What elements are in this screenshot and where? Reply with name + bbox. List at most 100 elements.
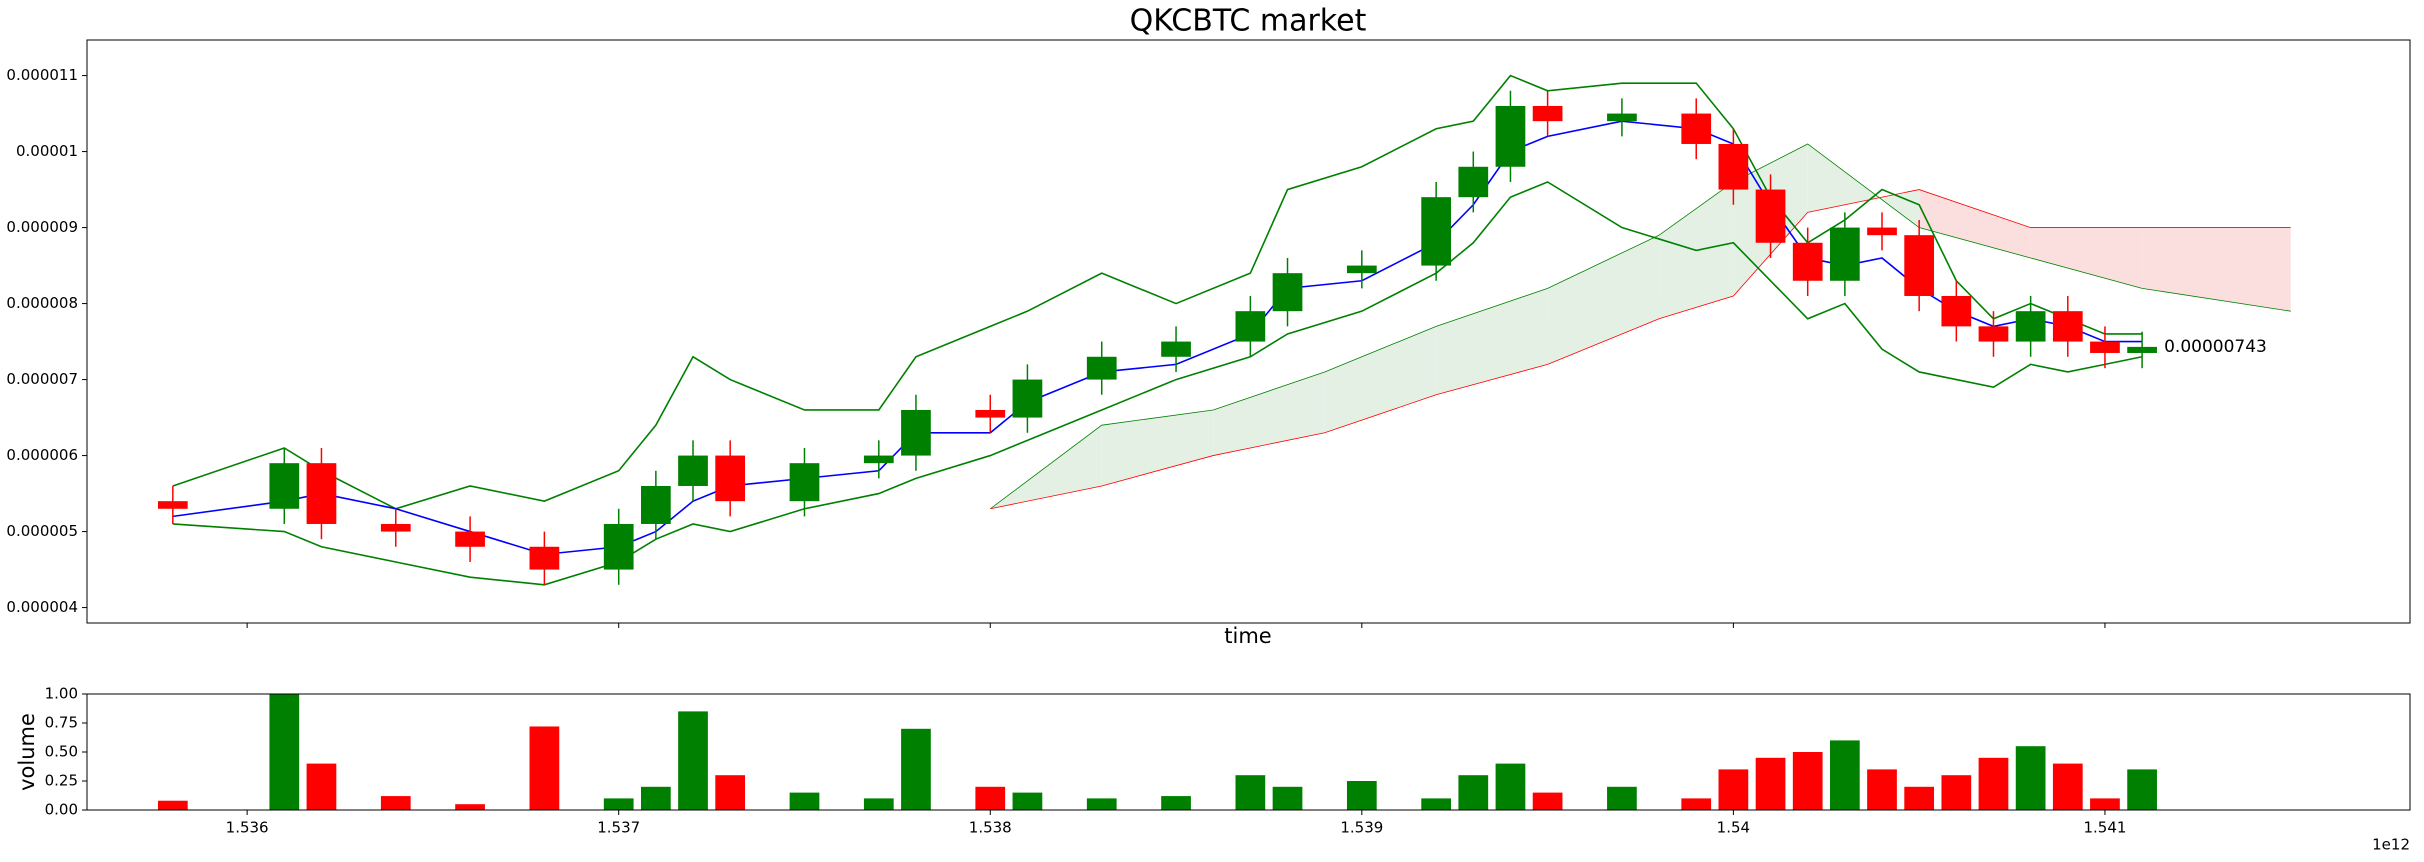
candle-body bbox=[975, 409, 1006, 418]
candle-body bbox=[1532, 105, 1563, 122]
volume-bar bbox=[1681, 798, 1712, 810]
volume-bar bbox=[1235, 775, 1266, 810]
x-tick-label: 1.539 bbox=[1340, 819, 1383, 837]
volume-bar bbox=[1755, 757, 1786, 810]
volume-bar bbox=[901, 728, 931, 810]
volume-y-tick-label: 1.00 bbox=[45, 685, 78, 703]
candle-body bbox=[529, 546, 560, 570]
cloud-segment bbox=[1324, 326, 1437, 433]
volume-bar bbox=[2127, 769, 2157, 810]
candle-body bbox=[1978, 326, 2009, 342]
volume-bar bbox=[640, 786, 671, 810]
candle-body bbox=[901, 409, 931, 456]
x-tick-label: 1.541 bbox=[2083, 819, 2126, 837]
cloud-span-b bbox=[990, 189, 2291, 510]
x-offset-label: 1e12 bbox=[2372, 836, 2410, 854]
volume-bar bbox=[1458, 775, 1489, 810]
candle-body bbox=[863, 455, 894, 464]
candle-body bbox=[1867, 227, 1897, 236]
candle-body bbox=[1904, 235, 1935, 296]
volume-bar bbox=[1012, 792, 1043, 810]
volume-bar bbox=[1346, 781, 1377, 810]
candle-body bbox=[157, 501, 188, 509]
volume-bar bbox=[1978, 757, 2009, 810]
volume-y-tick-label: 0.50 bbox=[45, 743, 78, 761]
candle-body bbox=[1272, 273, 1303, 312]
volume-y-tick-label: 0.00 bbox=[45, 801, 78, 819]
candle-body bbox=[1421, 197, 1452, 266]
volume-bar bbox=[715, 775, 746, 810]
y-tick-label: 0.000009 bbox=[6, 218, 78, 236]
candle-body bbox=[1012, 379, 1043, 418]
candle-body bbox=[306, 463, 337, 524]
x-tick-label: 1.536 bbox=[226, 819, 269, 837]
y-tick-label: 0.000011 bbox=[6, 66, 78, 84]
price-axes-frame bbox=[86, 39, 2411, 624]
cloud-segment bbox=[1547, 235, 1660, 365]
volume-bar bbox=[1867, 769, 1897, 810]
volume-bar bbox=[1829, 740, 1860, 810]
candle-body bbox=[1346, 265, 1377, 274]
candle-body bbox=[1941, 295, 1972, 327]
candle-body bbox=[2052, 311, 2083, 342]
volume-bar bbox=[2052, 763, 2083, 810]
y-tick-label: 0.000005 bbox=[6, 522, 78, 540]
candle-body bbox=[1458, 166, 1489, 198]
y-tick-label: 0.000006 bbox=[6, 446, 78, 464]
x-tick-label: 1.54 bbox=[1717, 819, 1750, 837]
volume-bar bbox=[789, 792, 820, 810]
candle-body bbox=[640, 485, 671, 524]
x-tick-label: 1.538 bbox=[969, 819, 1012, 837]
volume-bar bbox=[2015, 746, 2046, 810]
volume-bar bbox=[529, 726, 560, 810]
volume-axis-label: volume bbox=[15, 713, 39, 791]
volume-bar bbox=[603, 798, 634, 810]
candle-body bbox=[603, 523, 634, 570]
cloud-segment bbox=[2030, 227, 2143, 289]
volume-bar bbox=[1161, 796, 1191, 810]
candle-body bbox=[715, 455, 746, 502]
candle-body bbox=[1681, 113, 1712, 144]
last-price-label: 0.00000743 bbox=[2164, 337, 2267, 357]
candle-body bbox=[1718, 143, 1749, 190]
volume-bar bbox=[1421, 798, 1452, 810]
candle-body bbox=[2127, 346, 2157, 353]
candle-body bbox=[269, 463, 300, 509]
y-tick-label: 0.00001 bbox=[16, 142, 78, 160]
volume-bar bbox=[863, 798, 894, 810]
volume-bar bbox=[1532, 792, 1563, 810]
volume-bar bbox=[1941, 775, 1972, 810]
cloud-segment bbox=[1213, 371, 1325, 456]
candle-body bbox=[2090, 341, 2120, 353]
volume-bar bbox=[1904, 786, 1935, 810]
volume-bar bbox=[1718, 769, 1749, 810]
candle-body bbox=[380, 523, 411, 532]
candle-body bbox=[455, 531, 485, 547]
chart-title: QKCBTC market bbox=[1130, 4, 1367, 39]
y-tick-label: 0.000008 bbox=[6, 294, 78, 312]
candle-body bbox=[1235, 311, 1266, 342]
cloud-span-a bbox=[990, 143, 2291, 510]
volume-bar bbox=[380, 796, 411, 810]
cloud-segment bbox=[1436, 288, 1548, 395]
volume-bar bbox=[1086, 798, 1117, 810]
indicator-line bbox=[172, 74, 2143, 510]
x-axis-label: time bbox=[1224, 624, 1271, 648]
volume-bar bbox=[678, 711, 708, 810]
volume-bar bbox=[455, 804, 485, 810]
volume-bar bbox=[269, 694, 300, 810]
volume-bar bbox=[306, 763, 337, 810]
volume-bar bbox=[1495, 763, 1526, 810]
volume-bar bbox=[975, 786, 1006, 810]
candle-body bbox=[2015, 311, 2046, 342]
volume-bar bbox=[1607, 786, 1637, 810]
candle-body bbox=[678, 455, 708, 486]
x-tick-label: 1.537 bbox=[597, 819, 640, 837]
candle-body bbox=[1086, 356, 1117, 380]
candle-body bbox=[1495, 105, 1526, 167]
volume-bar bbox=[1272, 786, 1303, 810]
candle-body bbox=[1829, 227, 1860, 281]
volume-bar bbox=[157, 800, 188, 810]
